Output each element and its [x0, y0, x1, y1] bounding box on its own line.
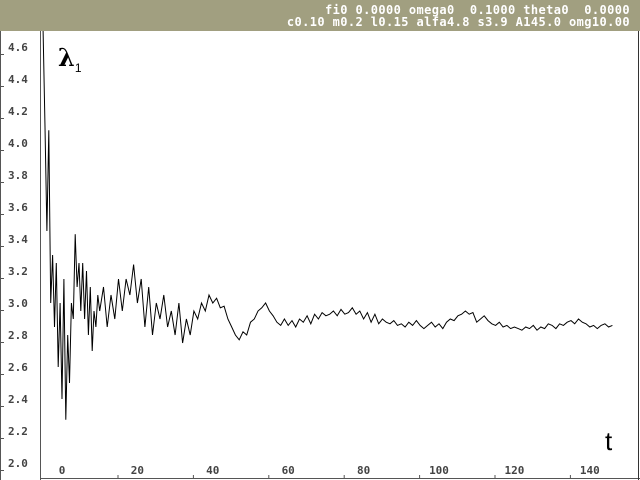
y-axis-label-subscript: 1	[75, 61, 82, 75]
x-tick-label: 60	[282, 464, 295, 477]
x-tick-label: 140	[580, 464, 600, 477]
header-initial-conditions: fi0 0.0000 omega0 0.1000 theta0 0.0000	[325, 3, 630, 17]
header-parameters: c0.10 m0.2 l0.15 alfa4.8 s3.9 A145.0 omg…	[286, 15, 630, 29]
y-tick-label: 3.4	[8, 233, 28, 246]
x-ticks: 0 20 40 60 80 100 120 140	[59, 464, 600, 479]
y-tick-label: 3.2	[8, 265, 28, 278]
series-line	[42, 30, 613, 420]
y-ticks: 4.6 4.4 4.2 4.0 3.8 3.6 3.4 3.2 3.0 2.8 2.6 2.4 2.2 2…	[0, 41, 28, 471]
x-tick-label: 20	[131, 464, 144, 477]
y-tick-label: 3.8	[8, 169, 28, 182]
y-tick-label: 4.4	[8, 73, 28, 86]
y-tick-label: 4.6	[8, 41, 28, 54]
y-tick-label: 2.2	[8, 425, 28, 438]
y-tick-label: 2.0	[8, 457, 28, 470]
x-tick-label: 40	[206, 464, 219, 477]
x-tick-label: 80	[357, 464, 370, 477]
y-tick-label: 3.6	[8, 201, 28, 214]
series-group	[42, 30, 613, 420]
y-tick-label: 4.2	[8, 105, 28, 118]
y-axis-label: λ1	[58, 43, 82, 75]
x-tick-label: 100	[429, 464, 449, 477]
y-tick-label: 2.6	[8, 361, 28, 374]
y-tick-label: 2.8	[8, 329, 28, 342]
y-tick-label: 3.0	[8, 297, 28, 310]
plot-frame	[0, 31, 640, 480]
x-tick-label: 120	[504, 464, 524, 477]
x-axis-label: t	[605, 426, 613, 456]
parameter-header: fi0 0.0000 omega0 0.1000 theta0 0.0000 c…	[0, 0, 640, 31]
y-tick-label: 2.4	[8, 393, 28, 406]
y-tick-label: 4.0	[8, 137, 28, 150]
x-tick-label: 0	[59, 464, 66, 477]
